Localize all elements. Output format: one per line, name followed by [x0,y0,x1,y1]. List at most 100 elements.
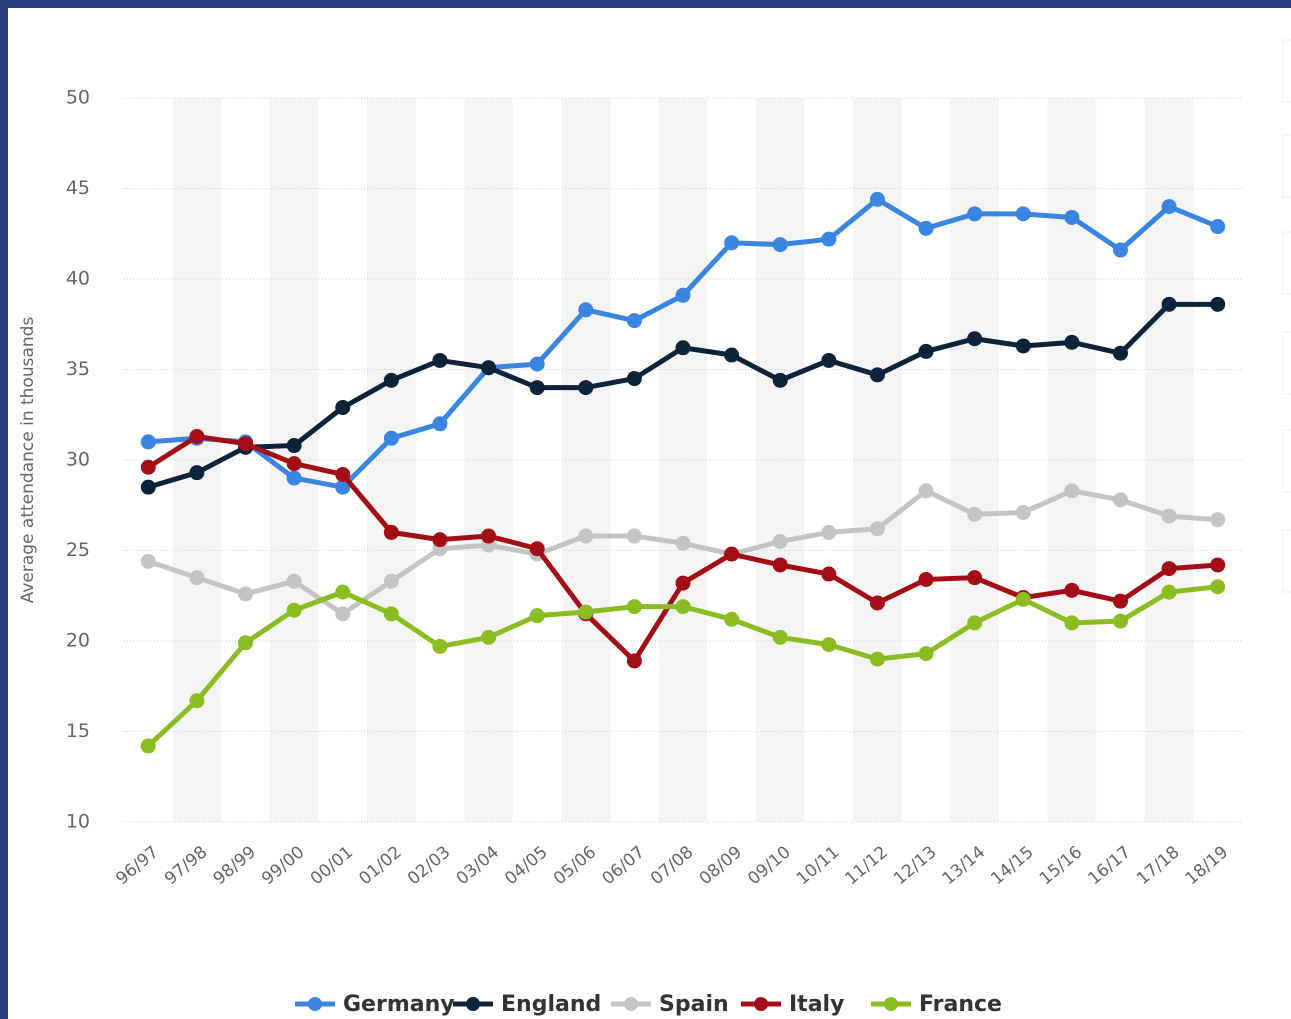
point [383,606,399,622]
point [626,313,642,329]
point [821,231,837,247]
point [675,575,691,591]
point [675,599,691,615]
point [335,400,351,416]
point [967,506,983,522]
x-tick-label: 16/17 [1085,842,1135,889]
point [967,206,983,222]
point [335,466,351,482]
x-tick-label: 10/11 [793,842,843,889]
point [1064,615,1080,631]
point [918,220,934,236]
point [772,237,788,253]
point [140,434,156,450]
point [1015,504,1031,520]
legend-label: France [919,992,1002,1017]
point [481,528,497,544]
button[interactable] [1282,134,1291,198]
button[interactable] [1282,39,1291,103]
button[interactable] [1282,331,1291,395]
legend-marker [308,997,322,1011]
point [1210,219,1226,235]
x-tick-label: 11/12 [841,842,891,889]
point [238,436,254,452]
point [1112,593,1128,609]
point [918,646,934,662]
point [432,638,448,654]
point [189,428,205,444]
point [189,465,205,481]
point [626,599,642,615]
point [1064,209,1080,225]
point [1161,508,1177,524]
y-tick-label: 20 [66,630,90,652]
side-buttons [1282,39,1291,593]
point [529,380,545,396]
button[interactable] [1282,231,1291,295]
point [140,553,156,569]
point [821,352,837,368]
point [383,430,399,446]
x-tick-label: 14/15 [987,842,1037,889]
point [1161,584,1177,600]
point [675,340,691,356]
point [140,479,156,495]
x-tick-label: 15/16 [1036,842,1086,889]
x-tick-label: 01/02 [355,842,405,889]
point [869,521,885,537]
point [821,566,837,582]
point [286,470,302,486]
legend-label: Spain [659,992,729,1017]
point [578,528,594,544]
x-tick-label: 12/13 [890,842,940,889]
point [1210,296,1226,312]
legend-marker [466,997,480,1011]
point [918,571,934,587]
point [1161,199,1177,215]
point [335,606,351,622]
point [918,483,934,499]
point [724,235,740,251]
point [432,352,448,368]
y-axis-label: Average attendance in thousands [18,317,38,604]
point [578,302,594,318]
legend-label: Italy [789,992,844,1017]
point [626,371,642,387]
x-tick-label: 99/00 [258,842,308,889]
point [1210,512,1226,528]
point [626,528,642,544]
y-tick-label: 15 [66,720,90,742]
point [1112,242,1128,258]
point [869,595,885,611]
legend-label: Germany [343,992,455,1017]
y-tick-label: 25 [66,539,90,561]
point [724,611,740,627]
point [772,533,788,549]
y-tick-label: 40 [66,268,90,290]
button[interactable] [1282,429,1291,493]
point [529,541,545,557]
y-tick-label: 50 [66,87,90,109]
point [1161,561,1177,577]
legend-marker [754,997,768,1011]
y-tick-label: 10 [66,811,90,833]
point [286,602,302,618]
point [335,584,351,600]
point [432,416,448,432]
point [675,287,691,303]
y-tick-label: 35 [66,358,90,380]
y-tick-label: 30 [66,449,90,471]
point [578,380,594,396]
point [1112,613,1128,629]
legend-label: England [501,992,601,1017]
legend-marker [884,997,898,1011]
x-tick-label: 96/97 [112,842,162,889]
point [772,629,788,645]
point [967,570,983,586]
x-tick-label: 00/01 [307,842,357,889]
button[interactable] [1282,529,1291,593]
point [578,604,594,620]
point [821,524,837,540]
point [869,367,885,383]
